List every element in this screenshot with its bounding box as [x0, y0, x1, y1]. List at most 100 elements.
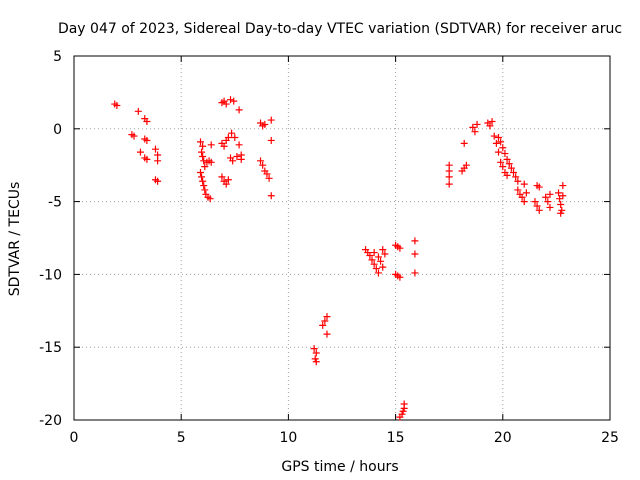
data-point — [198, 173, 206, 181]
plot-frame — [73, 55, 611, 421]
data-point — [471, 128, 479, 136]
data-point — [486, 122, 494, 130]
data-point — [497, 158, 505, 166]
data-point — [233, 152, 241, 160]
data-point — [198, 148, 206, 156]
data-point — [368, 256, 376, 264]
data-point — [396, 273, 404, 281]
data-point — [151, 145, 159, 153]
data-point — [531, 198, 539, 206]
data-point — [495, 134, 503, 142]
data-point — [312, 349, 320, 357]
data-point — [207, 158, 215, 166]
data-point — [510, 168, 518, 176]
y-tick-label: -15 — [39, 340, 62, 356]
data-point — [557, 209, 565, 217]
data-point — [143, 155, 151, 163]
data-point — [559, 182, 567, 190]
data-point — [257, 157, 265, 165]
data-point — [488, 118, 496, 126]
data-point — [557, 201, 565, 209]
data-point — [261, 120, 269, 128]
data-point — [228, 129, 236, 137]
data-point — [460, 139, 468, 147]
data-point — [469, 123, 477, 131]
data-point — [462, 161, 470, 169]
data-point — [514, 186, 522, 194]
data-point — [265, 174, 273, 182]
data-point — [199, 177, 207, 185]
data-point — [312, 358, 320, 366]
data-point — [310, 345, 318, 353]
data-point — [206, 195, 214, 203]
data-point — [323, 313, 331, 321]
x-tick-label: 10 — [279, 430, 297, 446]
data-point — [400, 400, 408, 408]
data-point — [473, 120, 481, 128]
data-point — [411, 237, 419, 245]
data-point — [542, 193, 550, 201]
data-point — [154, 177, 162, 185]
data-point — [130, 132, 138, 140]
data-point — [522, 189, 530, 197]
data-point — [321, 317, 329, 325]
data-point — [501, 150, 509, 158]
data-point — [555, 189, 563, 197]
data-point — [201, 163, 209, 171]
data-point — [503, 171, 511, 179]
data-point — [370, 260, 378, 268]
data-point — [503, 155, 511, 163]
data-point — [499, 163, 507, 171]
data-point — [495, 148, 503, 156]
data-point — [218, 173, 226, 181]
data-point — [518, 193, 526, 201]
x-tick-label: 0 — [70, 430, 79, 446]
data-point — [445, 173, 453, 181]
data-point — [520, 180, 528, 188]
data-point — [220, 142, 228, 150]
data-point — [207, 141, 215, 149]
x-tick-label: 15 — [387, 430, 405, 446]
data-point — [497, 138, 505, 146]
data-point — [544, 198, 552, 206]
data-point — [319, 321, 327, 329]
data-point — [231, 134, 239, 142]
data-point — [235, 141, 243, 149]
data-point — [490, 132, 498, 140]
data-point — [222, 100, 230, 108]
data-point — [134, 107, 142, 115]
data-point — [229, 157, 237, 165]
axis-ticks: 0 5 10 15 20 25 -20 -15 -10 -5 0 5 — [39, 49, 619, 446]
grid — [74, 56, 610, 420]
data-point — [546, 190, 554, 198]
data-point — [196, 168, 204, 176]
y-tick-label: -10 — [39, 267, 62, 283]
data-point — [224, 176, 232, 184]
x-tick-label: 25 — [601, 430, 619, 446]
data-points — [111, 96, 567, 421]
data-point — [267, 192, 275, 200]
data-point — [505, 160, 513, 168]
data-point — [235, 106, 243, 114]
data-point — [237, 155, 245, 163]
data-point — [514, 177, 522, 185]
x-tick-label: 5 — [177, 430, 186, 446]
data-point — [411, 250, 419, 258]
data-point — [323, 330, 331, 338]
data-point — [507, 164, 515, 172]
data-point — [200, 182, 208, 190]
data-point — [381, 250, 389, 258]
data-point — [535, 183, 543, 191]
data-point — [267, 116, 275, 124]
data-point — [512, 173, 520, 181]
y-tick-label: 5 — [53, 49, 62, 65]
data-point — [136, 148, 144, 156]
data-point — [445, 180, 453, 188]
data-point — [259, 161, 267, 169]
data-point — [222, 180, 230, 188]
data-point — [227, 96, 235, 104]
data-point — [366, 251, 374, 259]
data-point — [559, 192, 567, 200]
